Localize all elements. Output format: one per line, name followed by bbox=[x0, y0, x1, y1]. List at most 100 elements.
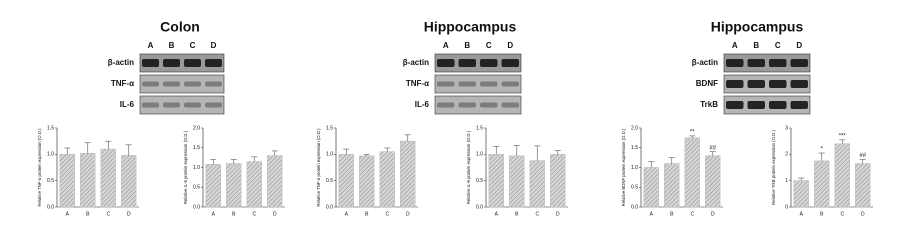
blot-background bbox=[434, 95, 522, 115]
blot-label: TNF-α bbox=[406, 79, 429, 88]
y-axis-label: Relative TrkB protein expression (O.D.) bbox=[771, 130, 776, 205]
y-tick-label: 1.5 bbox=[326, 125, 333, 131]
blot-band bbox=[184, 59, 201, 67]
blot-label: β-actin bbox=[403, 58, 429, 67]
lane-label: B bbox=[169, 41, 175, 50]
y-tick-label: 0.0 bbox=[631, 204, 638, 210]
bar bbox=[793, 180, 809, 208]
bar bbox=[488, 154, 504, 208]
blot-band bbox=[458, 102, 476, 108]
blot-band bbox=[142, 81, 159, 87]
significance-label: ## bbox=[859, 153, 866, 159]
lane-label: C bbox=[190, 41, 196, 50]
x-tick-label: D bbox=[556, 211, 560, 217]
lane-label: D bbox=[211, 41, 217, 50]
lane-label: C bbox=[775, 41, 781, 50]
lane-label: A bbox=[732, 41, 738, 50]
y-tick-label: 0.0 bbox=[47, 204, 54, 210]
blot-band bbox=[205, 102, 222, 108]
blot-label: IL-6 bbox=[415, 100, 430, 109]
x-tick-label: B bbox=[232, 211, 236, 217]
bar bbox=[550, 154, 566, 208]
x-tick-label: D bbox=[273, 211, 277, 217]
y-axis-label: Relative TNF-α protein expression (O.D.) bbox=[37, 128, 42, 207]
lane-label: D bbox=[507, 41, 513, 50]
bar bbox=[529, 160, 545, 208]
y-tick-label: 2 bbox=[785, 152, 788, 158]
blot-band bbox=[142, 59, 159, 67]
x-tick-label: A bbox=[212, 211, 216, 217]
bar bbox=[267, 155, 283, 208]
bar bbox=[684, 137, 700, 208]
bar bbox=[359, 155, 375, 208]
blot-background bbox=[139, 74, 225, 94]
x-tick-label: C bbox=[840, 211, 844, 217]
lane-label: B bbox=[753, 41, 759, 50]
y-tick-label: 0.5 bbox=[476, 178, 483, 184]
y-tick-label: 1.0 bbox=[47, 152, 54, 158]
bar bbox=[80, 152, 96, 208]
blot-label: TNF-α bbox=[111, 79, 134, 88]
y-tick-label: 1.5 bbox=[47, 125, 54, 131]
blot-background bbox=[723, 95, 811, 115]
y-axis-label: Relative IL-6 protein expression (O.D.) bbox=[183, 130, 188, 204]
blot-band bbox=[726, 59, 744, 67]
lane-label: A bbox=[148, 41, 154, 50]
y-tick-label: 0.0 bbox=[326, 204, 333, 210]
x-tick-label: C bbox=[690, 211, 694, 217]
x-tick-label: D bbox=[406, 211, 410, 217]
bar bbox=[121, 155, 137, 208]
y-tick-label: 0.0 bbox=[193, 204, 200, 210]
blot-background bbox=[139, 53, 225, 73]
panel-title: Hippocampus bbox=[424, 19, 517, 35]
significance-label: *** bbox=[839, 133, 847, 139]
y-tick-label: 3 bbox=[785, 125, 788, 131]
y-tick-label: 1.0 bbox=[631, 165, 638, 171]
blot-background bbox=[434, 53, 522, 73]
x-tick-label: A bbox=[66, 211, 70, 217]
blot-band bbox=[163, 102, 180, 108]
blot-band bbox=[747, 80, 765, 88]
bar bbox=[509, 155, 525, 208]
bar bbox=[246, 161, 262, 208]
significance-label: * bbox=[821, 147, 824, 153]
bar bbox=[643, 167, 659, 208]
blot-band bbox=[480, 81, 498, 87]
y-tick-label: 1.0 bbox=[476, 152, 483, 158]
blot-band bbox=[184, 102, 201, 108]
y-tick-label: 0.0 bbox=[476, 204, 483, 210]
blot-label: β-actin bbox=[108, 58, 134, 67]
y-tick-label: 0.5 bbox=[631, 185, 638, 191]
x-tick-label: B bbox=[86, 211, 90, 217]
x-tick-label: A bbox=[650, 211, 654, 217]
bar bbox=[814, 160, 830, 208]
y-tick-label: 2.0 bbox=[193, 125, 200, 131]
blot-band bbox=[437, 81, 455, 87]
x-tick-label: B bbox=[365, 211, 369, 217]
panel-title: Hippocampus bbox=[711, 19, 804, 35]
x-tick-label: A bbox=[345, 211, 349, 217]
blot-band bbox=[769, 59, 787, 67]
x-tick-label: D bbox=[127, 211, 131, 217]
bar bbox=[664, 163, 680, 208]
y-tick-label: 0.5 bbox=[326, 178, 333, 184]
blot-band bbox=[769, 80, 787, 88]
panel-title: Colon bbox=[160, 19, 200, 35]
blot-band bbox=[437, 59, 455, 67]
x-tick-label: A bbox=[800, 211, 804, 217]
blot-background bbox=[139, 95, 225, 115]
y-tick-label: 0 bbox=[785, 204, 788, 210]
blot-band bbox=[501, 81, 519, 87]
x-tick-label: B bbox=[515, 211, 519, 217]
bar bbox=[379, 151, 395, 208]
y-tick-label: 1.5 bbox=[631, 145, 638, 151]
lane-label: C bbox=[486, 41, 492, 50]
y-tick-label: 1.0 bbox=[193, 165, 200, 171]
blot-band bbox=[437, 102, 455, 108]
lane-label: D bbox=[796, 41, 802, 50]
y-axis-label: Relative BDNF protein expression (O.D.) bbox=[621, 128, 626, 206]
blot-band bbox=[790, 80, 808, 88]
bar bbox=[834, 143, 850, 208]
bar bbox=[59, 154, 75, 208]
blot-label: IL-6 bbox=[120, 100, 135, 109]
